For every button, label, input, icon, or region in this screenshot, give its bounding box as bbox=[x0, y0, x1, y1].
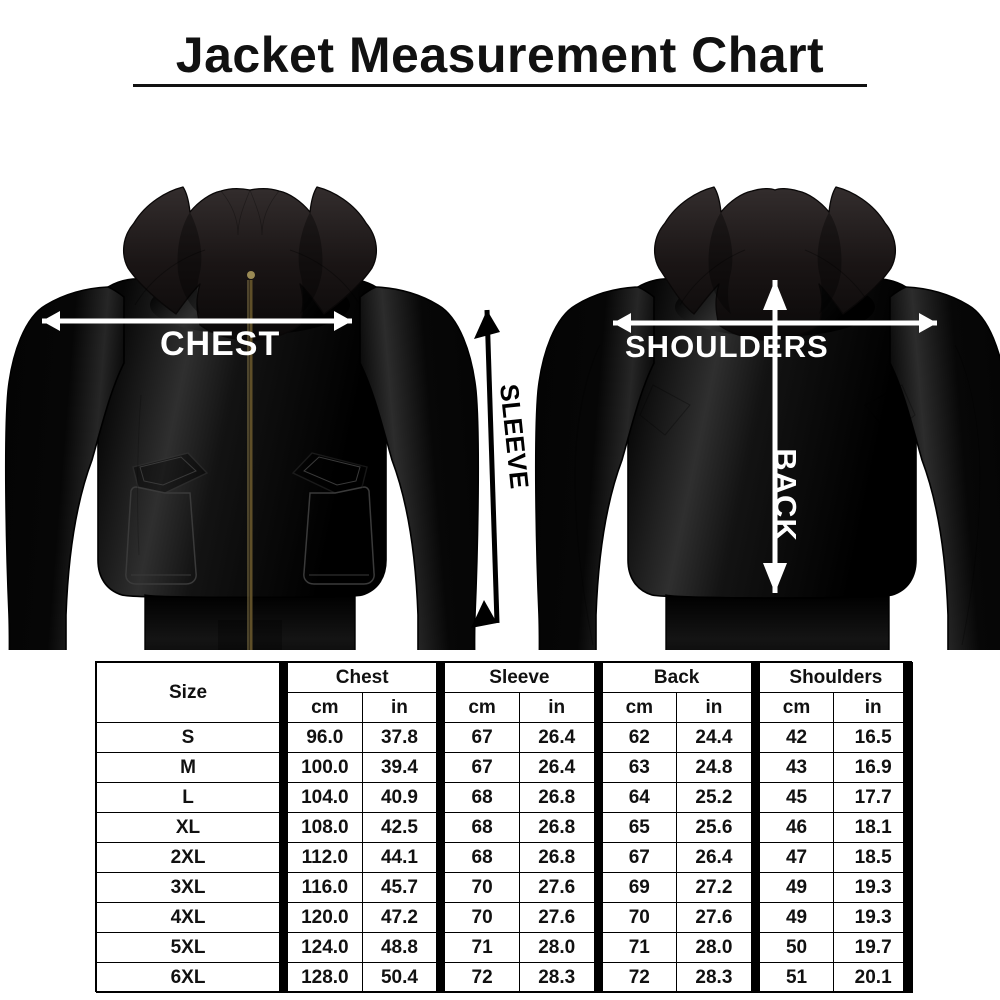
svg-text:BACK: BACK bbox=[768, 448, 803, 542]
svg-text:SLEEVE: SLEEVE bbox=[494, 382, 530, 490]
svg-text:CHEST: CHEST bbox=[160, 325, 280, 363]
svg-text:SHOULDERS: SHOULDERS bbox=[625, 329, 829, 364]
